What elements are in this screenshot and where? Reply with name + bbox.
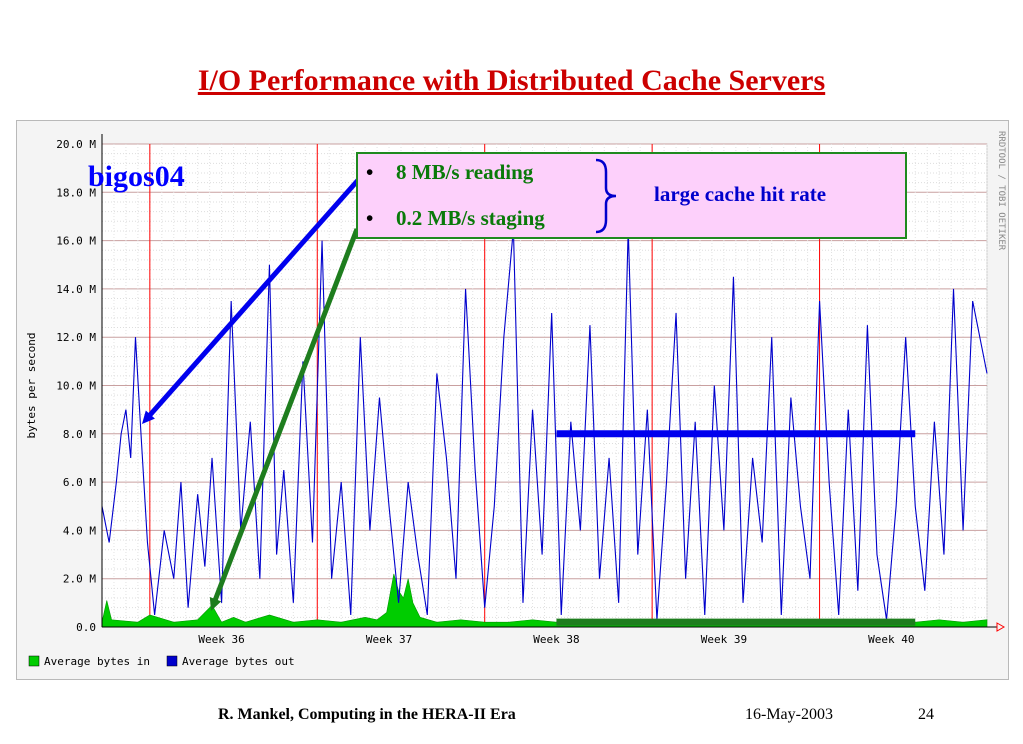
legend-label: Average bytes out: [182, 655, 295, 668]
callout-bullet-reading: • 8 MB/s reading: [366, 160, 533, 185]
y-tick-label: 2.0 M: [63, 573, 96, 586]
y-tick-label: 20.0 M: [56, 138, 96, 151]
footer-text: R. Mankel, Computing in the HERA-II Era: [218, 706, 516, 723]
host-label: bigos04: [88, 160, 185, 193]
y-tick-label: 0.0: [76, 621, 96, 634]
bullet-symbol: •: [366, 206, 374, 230]
arrow-shaft: [210, 228, 360, 607]
series-bytes-out-line: [101, 228, 988, 620]
legend-swatch: [28, 655, 40, 667]
x-tick-label: Week 36: [198, 633, 244, 646]
reading-arrow: [142, 177, 361, 424]
y-axis-label: bytes per second: [25, 333, 38, 439]
y-tick-label: 18.0 M: [56, 186, 96, 199]
y-tick-label: 6.0 M: [63, 476, 96, 489]
y-tick-label: 14.0 M: [56, 283, 96, 296]
x-tick-label: Week 39: [701, 633, 747, 646]
callout-box: • 8 MB/s reading • 0.2 MB/s staging large …: [356, 152, 907, 239]
arrow-head-icon: [209, 597, 222, 611]
curly-brace-icon: [595, 158, 617, 234]
legend-swatch: [166, 655, 178, 667]
y-tick-label: 10.0 M: [56, 380, 96, 393]
staging-arrow: [209, 228, 360, 611]
arrow-shaft: [144, 177, 361, 422]
callout-bullet-staging: • 0.2 MB/s staging: [366, 206, 545, 231]
bullet-text: 0.2 MB/s staging: [396, 206, 545, 230]
footer-date: 16-May-2003: [745, 706, 833, 723]
bullet-symbol: •: [366, 160, 374, 184]
x-tick-label: Week 40: [868, 633, 914, 646]
x-tick-label: Week 37: [366, 633, 412, 646]
arrow-head-icon: [142, 410, 155, 424]
legend-label: Average bytes in: [44, 655, 150, 668]
y-tick-label: 4.0 M: [63, 524, 96, 537]
slide-title: I/O Performance with Distributed Cache S…: [197, 64, 826, 97]
brace-note: large cache hit rate: [654, 182, 827, 206]
y-tick-label: 8.0 M: [63, 428, 96, 441]
rrdtool-credit-label: RRDTOOL / TOBI OETIKER: [996, 131, 1006, 251]
bullet-text: 8 MB/s reading: [396, 160, 534, 184]
footer-page-number: 24: [918, 706, 934, 723]
y-tick-label: 16.0 M: [56, 235, 96, 248]
x-axis-arrow-icon: [996, 622, 1006, 632]
y-tick-label: 12.0 M: [56, 331, 96, 344]
x-tick-label: Week 38: [533, 633, 579, 646]
